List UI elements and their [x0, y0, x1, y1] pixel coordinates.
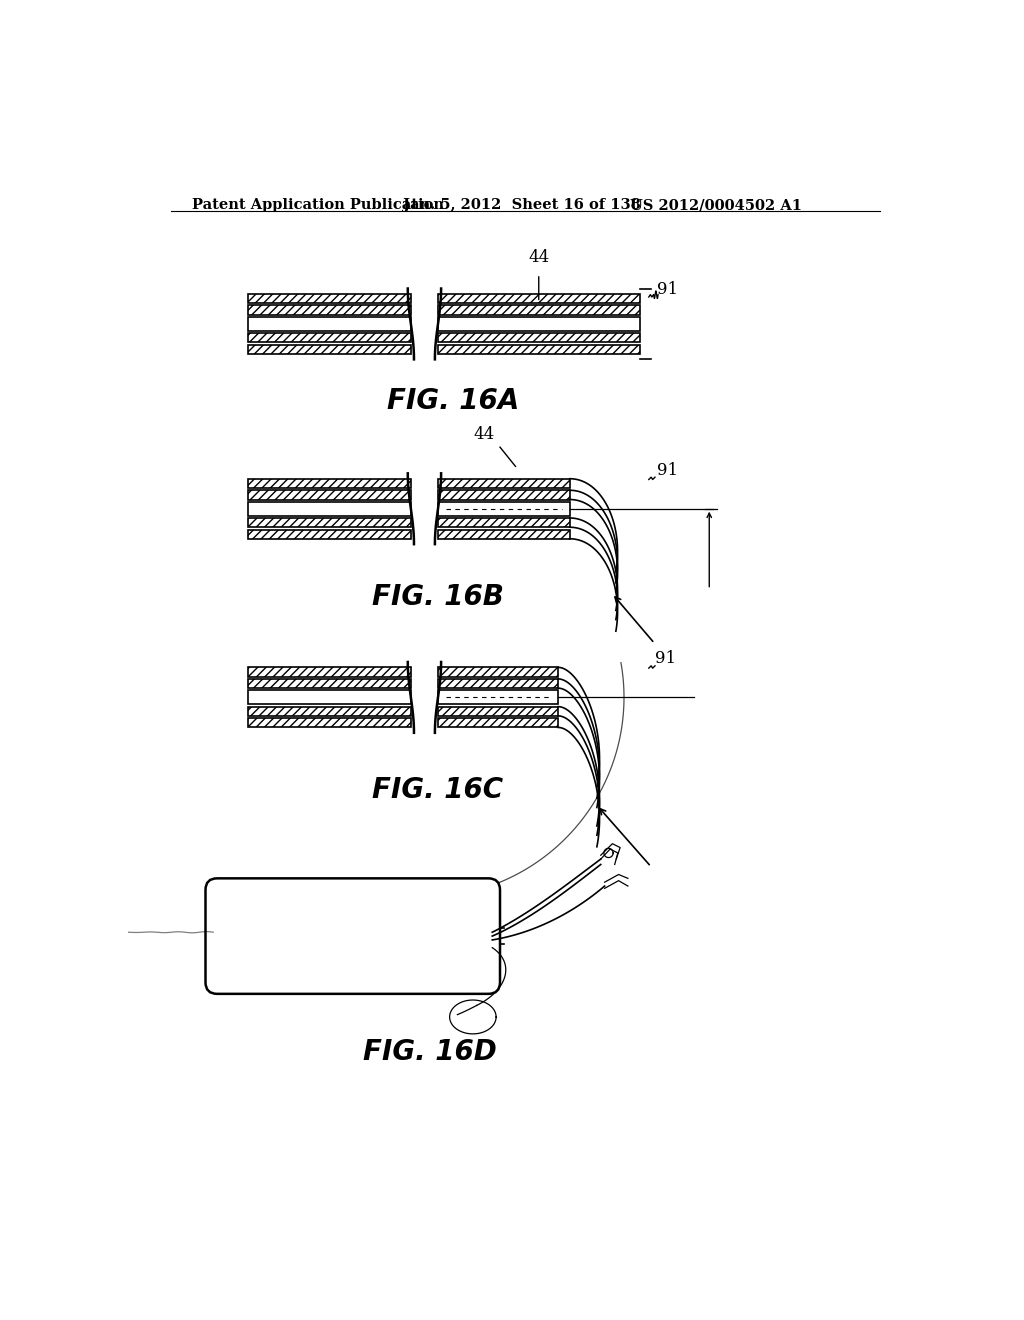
- Text: 91: 91: [657, 281, 679, 298]
- Bar: [248, 678, 411, 688]
- Bar: [438, 678, 558, 688]
- Bar: [248, 517, 411, 527]
- Bar: [248, 502, 411, 516]
- Bar: [248, 305, 411, 314]
- Bar: [438, 706, 558, 715]
- Bar: [438, 317, 640, 331]
- Bar: [248, 333, 411, 342]
- Text: FIG. 16D: FIG. 16D: [364, 1038, 497, 1065]
- Bar: [438, 294, 640, 304]
- Bar: [438, 490, 569, 499]
- FancyBboxPatch shape: [206, 878, 500, 994]
- Text: 44: 44: [474, 426, 496, 444]
- Bar: [248, 529, 411, 539]
- Text: FIG. 16B: FIG. 16B: [372, 583, 504, 611]
- Bar: [438, 529, 569, 539]
- Bar: [438, 502, 569, 516]
- Bar: [248, 706, 411, 715]
- Text: Patent Application Publication: Patent Application Publication: [191, 198, 443, 213]
- Bar: [248, 718, 411, 727]
- Bar: [438, 690, 558, 705]
- Text: US 2012/0004502 A1: US 2012/0004502 A1: [630, 198, 802, 213]
- Bar: [248, 317, 411, 331]
- Text: 91: 91: [657, 462, 679, 479]
- Text: FIG. 16C: FIG. 16C: [373, 776, 504, 804]
- Bar: [248, 479, 411, 488]
- Text: FIG. 16A: FIG. 16A: [387, 387, 519, 414]
- Bar: [438, 305, 640, 314]
- Bar: [248, 345, 411, 354]
- Bar: [438, 668, 558, 677]
- Text: Jan. 5, 2012  Sheet 16 of 138: Jan. 5, 2012 Sheet 16 of 138: [403, 198, 641, 213]
- Bar: [248, 490, 411, 499]
- Bar: [438, 517, 569, 527]
- Text: 91: 91: [655, 651, 676, 668]
- Bar: [438, 479, 569, 488]
- Bar: [438, 718, 558, 727]
- Bar: [248, 668, 411, 677]
- Bar: [438, 333, 640, 342]
- Text: 44: 44: [528, 249, 549, 267]
- Bar: [248, 294, 411, 304]
- Bar: [438, 345, 640, 354]
- Bar: [248, 690, 411, 705]
